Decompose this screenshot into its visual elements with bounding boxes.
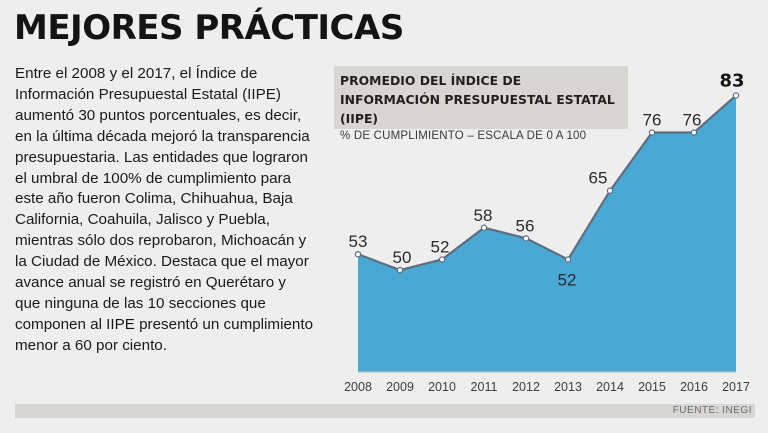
source-label: FUENTE: INEGI: [672, 405, 752, 416]
x-tick-label: 2010: [428, 380, 456, 394]
x-tick-label: 2014: [596, 380, 624, 394]
series-line: [357, 94, 737, 272]
chart-header: PROMEDIO DEL ÍNDICE DE INFORMACIÓN PRESU…: [334, 66, 628, 142]
data-label: 56: [516, 216, 535, 235]
x-tick-label: 2013: [554, 380, 582, 394]
x-tick-label: 2009: [386, 380, 414, 394]
footer-bar: [15, 404, 755, 418]
data-label: 53: [349, 232, 368, 251]
chart-subtitle: % DE CUMPLIMIENTO – ESCALA DE 0 A 100: [340, 130, 587, 142]
data-label: 83: [719, 71, 744, 92]
data-point: [690, 129, 698, 136]
data-point: [564, 256, 572, 263]
data-point: [648, 129, 656, 136]
x-tick-label: 2017: [722, 380, 750, 394]
data-label: 76: [643, 111, 662, 130]
x-tick-label: 2016: [680, 380, 708, 394]
data-point: [354, 250, 362, 258]
data-label: 50: [393, 248, 412, 267]
data-label: 65: [589, 169, 608, 188]
x-tick-label: 2011: [471, 380, 498, 394]
data-label: 52: [558, 270, 577, 289]
data-point: [606, 187, 614, 194]
data-point: [396, 266, 404, 274]
data-label: 52: [431, 237, 450, 256]
x-tick-label: 2012: [512, 380, 540, 394]
data-point: [522, 235, 530, 242]
page-title: MEJORES PRÁCTICAS: [14, 8, 404, 48]
body-paragraph: Entre el 2008 y el 2017, el Índice de In…: [15, 65, 314, 354]
area-fill: [358, 95, 736, 372]
data-label: 76: [683, 111, 702, 130]
x-tick-label: 2015: [638, 380, 666, 394]
data-point: [480, 224, 488, 231]
data-label: 58: [474, 206, 493, 225]
x-tick-label: 2008: [344, 380, 372, 394]
data-point: [732, 92, 740, 99]
chart-title: PROMEDIO DEL ÍNDICE DE INFORMACIÓN PRESU…: [340, 73, 615, 126]
data-point: [438, 256, 446, 263]
